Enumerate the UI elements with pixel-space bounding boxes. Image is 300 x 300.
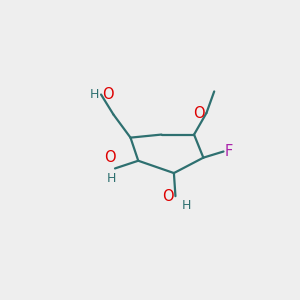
Text: O: O [193, 106, 205, 121]
Text: O: O [162, 189, 174, 204]
Text: H: H [90, 88, 100, 101]
Text: O: O [104, 150, 116, 165]
Text: H: H [182, 199, 191, 212]
Text: H: H [106, 172, 116, 185]
Text: O: O [103, 87, 114, 102]
Text: F: F [225, 144, 233, 159]
